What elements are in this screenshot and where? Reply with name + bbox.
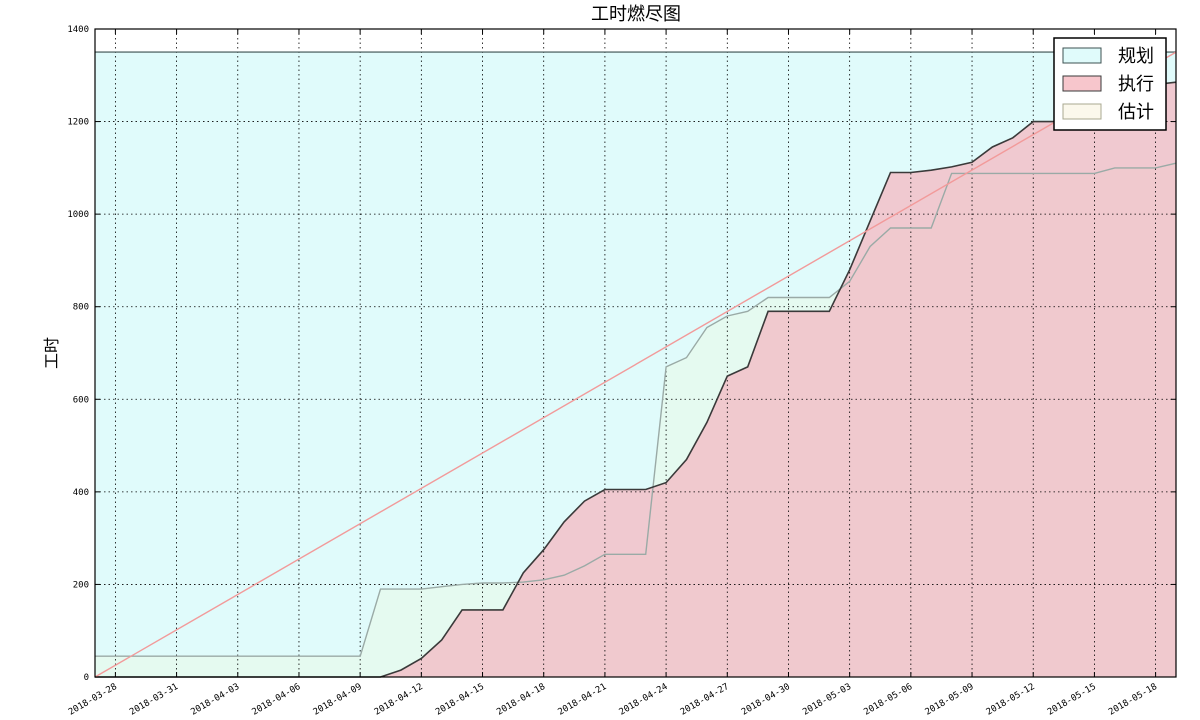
execution-area <box>95 82 1176 677</box>
x-tick-label: 2018-05-12 <box>985 682 1037 718</box>
y-tick-label: 1400 <box>67 25 89 35</box>
line-layer <box>94 51 1177 678</box>
x-tick-label: 2018-03-31 <box>128 682 180 718</box>
x-tick-label: 2018-05-15 <box>1046 682 1098 718</box>
legend-swatch-plan <box>1062 47 1102 64</box>
x-tick-label: 2018-04-21 <box>556 682 608 718</box>
chart-title: 工时燃尽图 <box>591 4 681 25</box>
legend-swatch-estimate <box>1062 103 1102 120</box>
legend-label-execution: 执行 <box>1118 74 1154 95</box>
y-tick-label: 200 <box>73 580 89 590</box>
estimate-line <box>95 162 1177 657</box>
x-tick-label: 2018-04-24 <box>618 682 670 718</box>
legend-label-estimate: 估计 <box>1118 102 1154 123</box>
y-tick-label: 600 <box>73 395 89 405</box>
y-axis-label: 工时 <box>42 337 61 369</box>
x-tick-label: 2018-04-09 <box>312 682 364 718</box>
x-tick-label: 2018-04-27 <box>679 682 731 718</box>
x-tick-label: 2018-05-06 <box>862 682 914 718</box>
execution-line <box>95 81 1177 678</box>
y-tick-label: 400 <box>73 488 89 498</box>
y-tick-label: 800 <box>73 303 89 313</box>
x-tick-label: 2018-04-15 <box>434 682 486 718</box>
y-axis-ticks: 0 200 400 600 800 1000 1200 1400 <box>67 25 1176 683</box>
x-tick-label: 2018-04-03 <box>189 682 241 718</box>
legend-swatch-execution <box>1062 75 1102 92</box>
x-tick-label: 2018-05-18 <box>1107 682 1159 718</box>
x-tick-label: 2018-04-18 <box>495 682 547 718</box>
x-tick-label: 2018-05-09 <box>924 682 976 718</box>
x-tick-label: 2018-04-30 <box>740 682 792 718</box>
x-tick-label: 2018-04-06 <box>251 682 303 718</box>
y-tick-label: 1200 <box>67 118 89 128</box>
legend-label-plan: 规划 <box>1118 46 1154 67</box>
x-tick-label: 2018-05-03 <box>801 682 853 718</box>
ideal-burn-line <box>94 51 1177 678</box>
y-tick-label: 0 <box>84 673 89 683</box>
plot-frame <box>94 28 1177 678</box>
x-tick-label: 2018-03-28 <box>67 682 119 718</box>
x-tick-label: 2018-04-12 <box>373 682 425 718</box>
y-tick-label: 1000 <box>67 210 89 220</box>
